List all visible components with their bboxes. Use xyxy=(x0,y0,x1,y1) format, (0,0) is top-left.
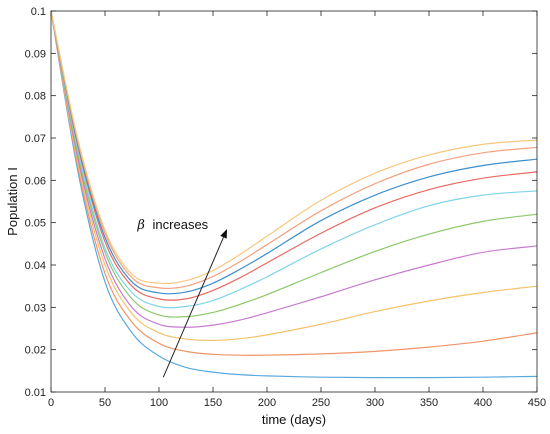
series-line-6 xyxy=(50,10,538,309)
y-tick-label: 0.08 xyxy=(25,91,46,103)
y-tick-label: 0.01 xyxy=(25,387,46,399)
x-tick-label: 50 xyxy=(99,397,111,409)
series-line-10 xyxy=(50,10,538,285)
y-tick-label: 0.04 xyxy=(25,260,46,272)
axes-layer xyxy=(50,10,538,393)
x-tick-label: 150 xyxy=(204,397,222,409)
y-tick-label: 0.1 xyxy=(31,6,46,18)
annotation-text: increases xyxy=(153,217,209,232)
ticks-layer: 0 50 100 150 200 250 300 350 400 450 0.01 0.02 0.03 0… xyxy=(25,6,547,409)
series-line-9 xyxy=(50,10,538,290)
series-line-1 xyxy=(50,10,538,379)
plot-frame xyxy=(50,10,538,393)
x-tick-label: 0 xyxy=(48,397,54,409)
series-line-5 xyxy=(50,10,538,318)
series-line-3 xyxy=(50,10,538,341)
series-line-7 xyxy=(50,10,538,301)
y-tick-label: 0.06 xyxy=(25,175,46,187)
y-axis-label: Population I xyxy=(5,167,20,236)
annotation-symbol: β xyxy=(136,218,145,233)
x-tick-label: 350 xyxy=(420,397,438,409)
x-tick-label: 200 xyxy=(258,397,276,409)
series-line-8 xyxy=(50,10,538,295)
y-tick-label: 0.09 xyxy=(25,48,46,60)
x-axis-label: time (days) xyxy=(262,412,326,427)
series-line-2 xyxy=(50,10,538,356)
x-tick-label: 100 xyxy=(150,397,168,409)
annotation-arrow-head xyxy=(220,229,228,239)
series-line-4 xyxy=(50,10,538,328)
y-tick-label: 0.02 xyxy=(25,345,46,357)
series-layer xyxy=(50,10,538,379)
x-tick-label: 400 xyxy=(474,397,492,409)
annotation: β increases xyxy=(136,217,228,378)
x-tick-label: 450 xyxy=(528,397,546,409)
x-tick-label: 300 xyxy=(366,397,384,409)
y-tick-label: 0.03 xyxy=(25,302,46,314)
annotation-arrow xyxy=(162,237,224,378)
x-tick-label: 250 xyxy=(312,397,330,409)
y-tick-label: 0.05 xyxy=(25,218,46,230)
y-tick-label: 0.07 xyxy=(25,133,46,145)
annotation-label: β increases xyxy=(136,217,208,233)
